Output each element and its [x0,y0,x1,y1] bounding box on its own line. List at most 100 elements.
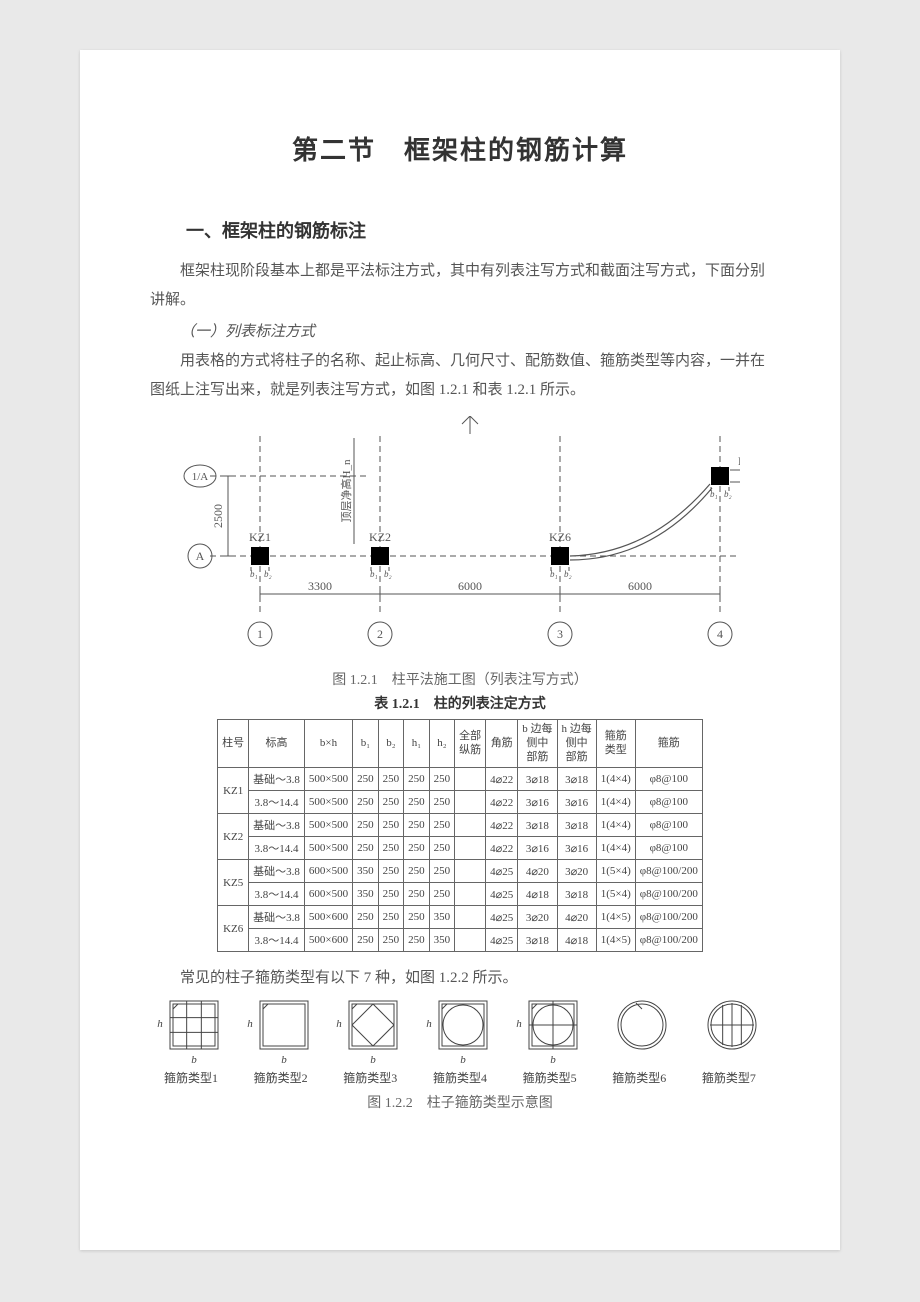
table-cell: 250 [404,860,430,883]
figure-1: A1/A12343300600060002500KZ1b₁b₂KZ2b₁b₂KZ… [150,416,770,661]
svg-text:KZ1: KZ1 [249,530,271,544]
table-cell: 250 [429,814,455,837]
table-1-title: 表 1.2.1 柱的列表注定方式 [150,693,770,713]
table-cell: φ8@100 [635,791,702,814]
table-cell: 350 [353,883,379,906]
table-cell: 350 [429,906,455,929]
stirrup-type-row: bh箍筋类型1bh箍筋类型2bh箍筋类型3bh箍筋类型4bh箍筋类型5箍筋类型6… [150,995,770,1086]
svg-text:KZ5: KZ5 [738,454,740,468]
table-header-cell: 标高 [249,720,305,768]
table-cell: 250 [378,837,404,860]
table-cell: 4⌀22 [486,768,518,791]
table-cell: KZ5 [218,860,249,906]
svg-text:3: 3 [557,627,563,641]
table-row: KZ1基础～3.8500×5002502502502504⌀223⌀183⌀18… [218,768,703,791]
table-header-cell: b 边每侧中部筋 [518,720,557,768]
table-cell: φ8@100/200 [635,860,702,883]
svg-text:6000: 6000 [458,579,482,593]
table-cell: 250 [353,906,379,929]
stirrup-icon: bh [425,995,495,1065]
table-cell: 1(4×4) [596,768,635,791]
stirrup-type-5: bh箍筋类型5 [515,995,585,1086]
table-cell: 250 [429,837,455,860]
table-cell: 250 [378,791,404,814]
stirrup-label: 箍筋类型7 [694,1069,764,1086]
stirrup-label: 箍筋类型1 [156,1069,226,1086]
svg-text:h: h [157,1018,163,1030]
plan-drawing-svg: A1/A12343300600060002500KZ1b₁b₂KZ2b₁b₂KZ… [180,416,740,656]
table-cell: 4⌀22 [486,837,518,860]
table-cell: 250 [404,791,430,814]
table-cell: 250 [429,860,455,883]
table-cell: 4⌀22 [486,791,518,814]
svg-text:b: b [281,1054,287,1065]
page-title: 第二节 框架柱的钢筋计算 [150,130,770,167]
stirrup-icon: bh [335,995,405,1065]
table-cell: 600×500 [304,883,352,906]
table-cell: 3⌀16 [518,791,557,814]
table-cell: 4⌀18 [557,929,596,952]
table-cell: 250 [353,837,379,860]
table-cell [455,791,486,814]
stirrup-type-7: 箍筋类型7 [694,995,764,1086]
table-cell: 250 [404,929,430,952]
table-cell: 3⌀16 [518,837,557,860]
table-cell: 1(5×4) [596,860,635,883]
table-header-cell: b×h [304,720,352,768]
svg-text:b: b [460,1054,466,1065]
table-cell: 500×500 [304,768,352,791]
stirrup-type-4: bh箍筋类型4 [425,995,495,1086]
table-header-cell: h₂ [429,720,455,768]
svg-text:顶层净高H_n: 顶层净高H_n [339,459,353,522]
svg-text:2500: 2500 [211,504,225,528]
table-cell: 250 [353,814,379,837]
page: 第二节 框架柱的钢筋计算 一、框架柱的钢筋标注 框架柱现阶段基本上都是平法标注方… [80,50,840,1250]
stirrup-icon: bh [156,995,226,1065]
table-cell: 3⌀18 [557,883,596,906]
table-cell [455,837,486,860]
stirrup-label: 箍筋类型5 [515,1069,585,1086]
table-cell: 250 [404,883,430,906]
table-cell: φ8@100 [635,814,702,837]
table-cell: 250 [378,883,404,906]
table-cell: 250 [404,768,430,791]
table-cell: φ8@100/200 [635,883,702,906]
svg-text:KZ6: KZ6 [549,530,571,544]
table-cell: 4⌀20 [518,860,557,883]
table-cell: 3⌀16 [557,791,596,814]
table-cell: 500×500 [304,837,352,860]
table-cell: 3.8～14.4 [249,883,305,906]
table-cell: 1(4×4) [596,837,635,860]
svg-text:b: b [371,1054,377,1065]
table-cell: 3.8～14.4 [249,837,305,860]
stirrup-type-2: bh箍筋类型2 [246,995,316,1086]
svg-text:b₂: b₂ [564,569,572,579]
table-cell: 3⌀16 [557,837,596,860]
table-cell: 4⌀25 [486,929,518,952]
table-cell: 250 [378,929,404,952]
table-cell: 1(4×5) [596,929,635,952]
table-cell: 250 [429,768,455,791]
stirrup-type-3: bh箍筋类型3 [335,995,405,1086]
svg-text:h: h [426,1018,432,1030]
table-cell: KZ1 [218,768,249,814]
table-cell: 1(5×4) [596,883,635,906]
table-cell: 3⌀20 [557,860,596,883]
table-header-cell: b₁ [353,720,379,768]
table-cell: 1(4×4) [596,791,635,814]
table-cell: 4⌀20 [557,906,596,929]
table-row: KZ5基础～3.8600×5003502502502504⌀254⌀203⌀20… [218,860,703,883]
svg-text:b₂: b₂ [384,569,392,579]
table-cell: 500×600 [304,906,352,929]
stirrup-icon: bh [246,995,316,1065]
stirrup-label: 箍筋类型6 [604,1069,674,1086]
table-cell: 250 [353,929,379,952]
table-header-cell: b₂ [378,720,404,768]
svg-text:b: b [550,1054,556,1065]
stirrup-icon [694,995,764,1065]
table-cell: 250 [353,791,379,814]
table-row: 3.8～14.4500×5002502502502504⌀223⌀163⌀161… [218,791,703,814]
table-cell: 3.8～14.4 [249,791,305,814]
table-cell: 4⌀25 [486,860,518,883]
table-header-cell: h₁ [404,720,430,768]
